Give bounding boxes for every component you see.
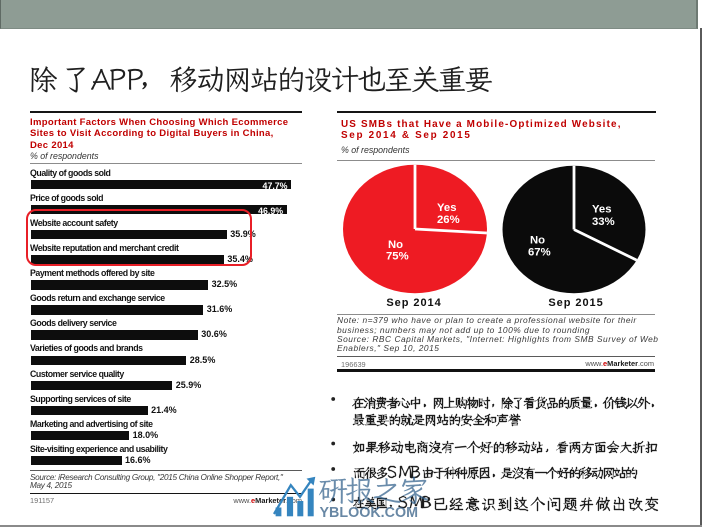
svg-text:Yes: Yes: [437, 202, 456, 214]
svg-text:26%: 26%: [437, 214, 460, 226]
svg-text:No: No: [388, 239, 403, 251]
svg-text:Sep 2014: Sep 2014: [386, 297, 441, 309]
svg-text:75%: 75%: [386, 250, 409, 262]
svg-text:Sep 2015: Sep 2015: [548, 297, 603, 309]
svg-text:Yes: Yes: [592, 203, 611, 215]
svg-text:YBLOOK.COM: YBLOOK.COM: [320, 505, 419, 521]
svg-text:67%: 67%: [528, 246, 551, 258]
svg-text:No: No: [530, 235, 545, 247]
svg-text:33%: 33%: [592, 216, 615, 228]
